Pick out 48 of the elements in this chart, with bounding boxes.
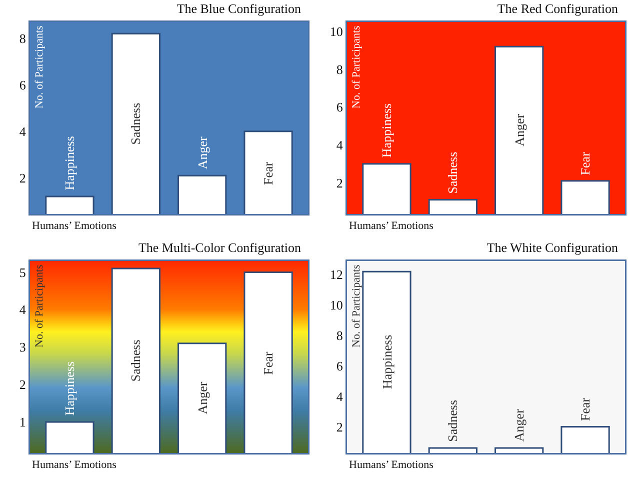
- y-tick-label: 2: [336, 419, 343, 434]
- x-tick-label: Sadness: [445, 152, 460, 194]
- y-tick-label: 6: [336, 358, 344, 374]
- y-tick-label: 3: [19, 340, 26, 355]
- x-tick-label: Anger: [194, 381, 210, 414]
- y-tick-label: 8: [336, 62, 343, 77]
- y-tick-label: 8: [19, 30, 26, 46]
- x-tick-label: Anger: [512, 408, 527, 442]
- y-tick-label: 4: [19, 302, 26, 318]
- x-tick-label: Happiness: [62, 136, 78, 190]
- x-axis-title: Humans’ Emotions: [349, 459, 434, 471]
- x-tick-label: Fear: [577, 151, 592, 176]
- y-tick-label: 4: [336, 138, 344, 153]
- x-axis-title: Humans’ Emotions: [349, 220, 434, 232]
- x-tick-label: Fear: [260, 351, 276, 375]
- x-tick-label: Fear: [260, 161, 276, 185]
- x-tick-label: Happiness: [378, 103, 394, 158]
- y-tick-label: 2: [19, 170, 26, 186]
- y-tick-label: 10: [330, 24, 343, 40]
- y-tick-label: 4: [19, 124, 26, 139]
- chart-title: The Red Configuration: [497, 1, 618, 16]
- y-tick-label: 6: [19, 77, 26, 92]
- x-tick-label: Sadness: [128, 102, 144, 145]
- chart-title: The Multi-Color Configuration: [138, 240, 302, 256]
- y-tick-label: 1: [19, 414, 26, 430]
- x-tick-label: Fear: [578, 397, 593, 421]
- y-axis-title: No. of Participants: [350, 26, 362, 108]
- y-tick-label: 8: [336, 328, 343, 344]
- x-tick-label: Sadness: [444, 400, 460, 442]
- y-tick-label: 4: [336, 388, 344, 404]
- x-axis-title: Humans’ Emotions: [32, 220, 116, 232]
- chart-title: The Blue Configuration: [176, 1, 302, 16]
- y-tick-label: 2: [19, 377, 26, 392]
- y-tick-label: 2: [336, 175, 343, 190]
- chart-title: The White Configuration: [486, 240, 618, 256]
- x-tick-label: Sadness: [128, 340, 144, 382]
- y-tick-label: 6: [336, 100, 344, 115]
- x-tick-label: Happiness: [379, 334, 394, 390]
- y-tick-label: 5: [19, 264, 26, 280]
- y-axis-title: No. of Participants: [34, 26, 46, 108]
- y-axis-title: No. of Participants: [350, 264, 362, 348]
- x-tick-label: Anger: [512, 113, 527, 146]
- x-tick-label: Happiness: [62, 361, 77, 416]
- x-axis-title: Humans’ Emotions: [32, 459, 116, 471]
- y-tick-label: 12: [330, 267, 343, 282]
- y-tick-label: 10: [330, 298, 343, 313]
- x-tick-label: Anger: [195, 136, 210, 170]
- y-axis-title: No. of Participants: [34, 264, 46, 348]
